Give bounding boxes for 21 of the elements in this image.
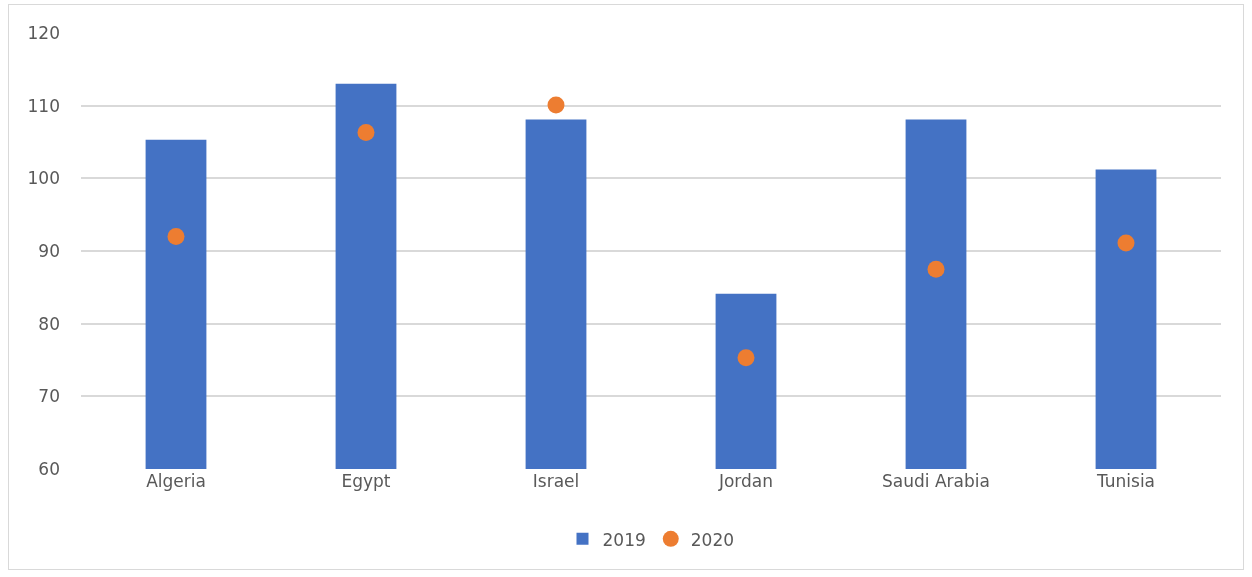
- x-tick-label: Israel: [532, 471, 580, 491]
- y-tick-label: 80: [38, 313, 60, 334]
- y-tick-label: 120: [27, 22, 60, 43]
- x-tick-label: Algeria: [146, 471, 206, 491]
- legend-label: 2020: [690, 529, 735, 550]
- point: [927, 260, 945, 278]
- point: [547, 96, 565, 114]
- legend-label: 2019: [602, 529, 646, 550]
- point: [167, 227, 185, 245]
- y-tick-label: 70: [38, 386, 60, 407]
- point: [1117, 234, 1135, 252]
- y-tick-label: 100: [27, 168, 60, 189]
- y-tick-label: 60: [38, 458, 60, 479]
- x-tick-label: Jordan: [717, 471, 774, 491]
- point: [357, 124, 375, 142]
- x-tick-label: Egypt: [341, 471, 391, 491]
- x-tick-label: Tunisia: [1095, 471, 1156, 491]
- point: [737, 349, 755, 367]
- y-tick-label: 110: [27, 95, 60, 116]
- y-tick-label: 90: [38, 240, 60, 261]
- x-tick-label: Saudi Arabia: [882, 471, 990, 491]
